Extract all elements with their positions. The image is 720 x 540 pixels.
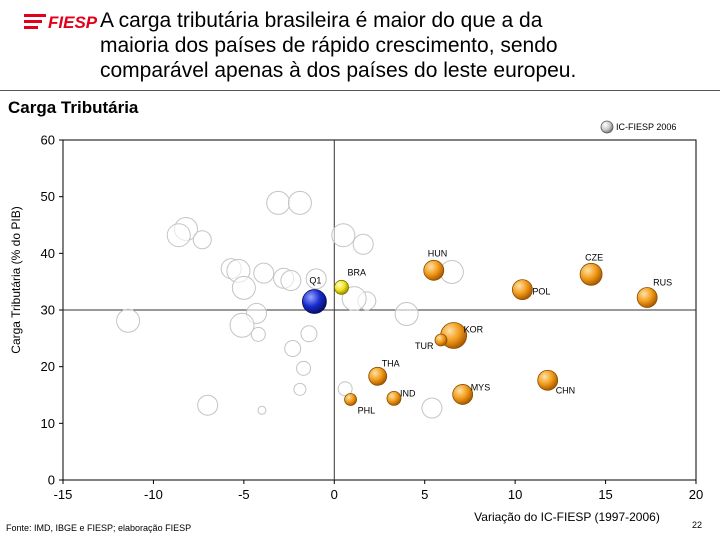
x-tick-label: 15 (598, 487, 612, 502)
y-tick-label: 20 (41, 359, 55, 374)
point-label: HUN (428, 248, 448, 258)
fiesp-logo: FIESP (24, 13, 98, 30)
x-tick-label: 20 (689, 487, 703, 502)
headline: A carga tributária brasileira é maior do… (100, 8, 710, 83)
page-number: 22 (692, 520, 703, 530)
scatter-point (394, 301, 419, 326)
scatter-point (421, 397, 443, 419)
scatter-point (166, 223, 191, 248)
x-tick-label: -5 (238, 487, 250, 502)
headline-line: maioria dos países de rápido crescimento… (100, 34, 558, 57)
scatter-point (331, 223, 356, 248)
point-label: BRA (348, 267, 367, 277)
scatter-point-hun (423, 259, 445, 281)
chart-title: Carga Tributária (8, 98, 139, 117)
scatter-point (197, 394, 219, 416)
headline-line: A carga tributária brasileira é maior do… (100, 9, 543, 32)
x-tick-label: -10 (144, 487, 163, 502)
scatter-point (266, 190, 291, 215)
y-axis-label: Carga Tributária (% do PIB) (9, 206, 23, 353)
scatter-point (257, 405, 267, 415)
source-note: Fonte: IMD, IBGE e FIESP; elaboração FIE… (6, 523, 192, 533)
scatter-point (192, 230, 212, 250)
x-tick-label: 5 (421, 487, 428, 502)
y-tick-label: 10 (41, 416, 55, 431)
scatter-point-tur (434, 333, 448, 347)
scatter-point (116, 308, 141, 333)
scatter-point-tha (368, 366, 388, 386)
point-label: POL (532, 287, 550, 297)
point-label: THA (382, 358, 400, 368)
scatter-point (284, 340, 302, 358)
scatter-point-bra (334, 279, 349, 295)
scatter-point-pol (511, 279, 533, 301)
legend-marker (600, 120, 614, 134)
scatter-point (300, 325, 318, 343)
scatter-point-q1 (301, 289, 327, 314)
scatter-point-rus (636, 287, 658, 308)
x-tick-label: 10 (508, 487, 522, 502)
y-tick-label: 30 (41, 303, 55, 318)
point-label: KOR (464, 325, 484, 335)
point-label: PHL (358, 406, 376, 416)
legend-label: IC-FIESP 2006 (616, 122, 676, 132)
scatter-point (305, 268, 327, 290)
scatter-point (287, 190, 312, 215)
scatter-point (253, 262, 275, 284)
x-tick-label: 0 (331, 487, 338, 502)
x-tick-label: -15 (54, 487, 73, 502)
scatter-point-chn (537, 369, 559, 391)
scatter-point (337, 381, 353, 397)
point-label: IND (400, 388, 416, 398)
headline-line: comparável apenas à dos países do leste … (100, 59, 577, 82)
scatter-point-phl (344, 393, 357, 406)
point-label: CZE (585, 252, 603, 262)
scatter-point (296, 360, 312, 376)
y-tick-label: 50 (41, 189, 55, 204)
scatter-point (250, 326, 266, 342)
point-label: MYS (471, 382, 491, 392)
scatter-point-mys (452, 384, 474, 405)
scatter-point (293, 382, 307, 396)
scatter-point-cze (579, 262, 603, 286)
scatter-point (341, 286, 367, 312)
point-label: CHN (556, 385, 576, 395)
scatter-point (352, 233, 374, 255)
header-divider (0, 90, 720, 91)
y-tick-label: 0 (48, 473, 55, 488)
y-tick-label: 40 (41, 246, 55, 261)
scatter-point (229, 312, 255, 338)
x-axis-label: Variação do IC-FIESP (1997-2006) (474, 510, 660, 524)
point-label: RUS (653, 278, 672, 288)
point-label: Q1 (309, 276, 321, 286)
logo-text: FIESP (48, 13, 98, 30)
scatter-point-ind (386, 390, 402, 406)
y-tick-label: 60 (41, 133, 55, 148)
point-label: TUR (415, 341, 434, 351)
scatter-point (280, 270, 302, 292)
scatter-point (231, 275, 256, 300)
